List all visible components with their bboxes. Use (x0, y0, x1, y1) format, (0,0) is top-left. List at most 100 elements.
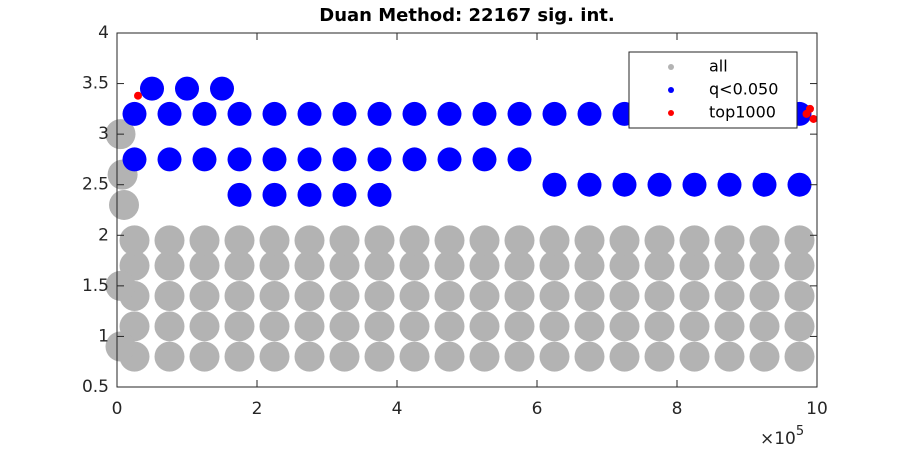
point (157, 101, 182, 126)
point (749, 311, 780, 342)
point (504, 341, 535, 372)
point (294, 311, 325, 342)
point (809, 114, 818, 123)
point (224, 311, 255, 342)
point (262, 182, 287, 207)
point (679, 225, 710, 256)
legend: all q<0.050 top1000 (628, 51, 798, 129)
point (469, 311, 500, 342)
y-tick-label: 2.5 (82, 175, 109, 195)
point (437, 101, 462, 126)
point (294, 341, 325, 372)
point (784, 311, 815, 342)
legend-marker (668, 110, 674, 116)
point (682, 172, 707, 197)
point (437, 147, 462, 172)
point (259, 250, 290, 281)
point (469, 225, 500, 256)
point (574, 341, 605, 372)
point (364, 311, 395, 342)
point (332, 182, 357, 207)
point (294, 250, 325, 281)
point (504, 250, 535, 281)
point (329, 250, 360, 281)
point (332, 147, 357, 172)
point (714, 280, 745, 311)
point (679, 280, 710, 311)
point (434, 311, 465, 342)
point (472, 147, 497, 172)
point (189, 341, 220, 372)
point (539, 280, 570, 311)
point (504, 311, 535, 342)
point (154, 311, 185, 342)
point (134, 91, 142, 100)
point (434, 250, 465, 281)
y-tick-label: 2 (98, 225, 109, 245)
point (679, 250, 710, 281)
point (224, 250, 255, 281)
point (297, 182, 322, 207)
point (227, 101, 252, 126)
point (122, 101, 147, 126)
point (574, 250, 605, 281)
x-tick-label: 4 (392, 399, 403, 419)
point (157, 147, 182, 172)
point (434, 341, 465, 372)
point (329, 280, 360, 311)
point (224, 280, 255, 311)
y-tick-label: 3.5 (82, 74, 109, 94)
point (399, 341, 430, 372)
point (612, 172, 637, 197)
point (297, 101, 322, 126)
point (679, 341, 710, 372)
point (262, 101, 287, 126)
point (644, 250, 675, 281)
point (472, 101, 497, 126)
point (294, 280, 325, 311)
legend-label: q<0.050 (709, 80, 778, 99)
point (364, 225, 395, 256)
axes-box (116, 32, 818, 388)
x-tick-label: 8 (672, 399, 683, 419)
point (402, 147, 427, 172)
point (577, 172, 602, 197)
point (507, 101, 532, 126)
point (154, 225, 185, 256)
point (399, 311, 430, 342)
point (644, 280, 675, 311)
point (119, 225, 150, 256)
point (542, 172, 567, 197)
point (717, 172, 742, 197)
point (329, 341, 360, 372)
point (539, 341, 570, 372)
x-tick-label: 6 (532, 399, 543, 419)
point (109, 189, 139, 220)
point (259, 280, 290, 311)
point (227, 147, 252, 172)
point (259, 225, 290, 256)
point (784, 250, 815, 281)
point (752, 172, 777, 197)
point (154, 280, 185, 311)
point (539, 311, 570, 342)
point (749, 280, 780, 311)
legend-marker (668, 64, 674, 70)
y-tick-label: 1 (98, 326, 109, 346)
point (154, 341, 185, 372)
point (329, 225, 360, 256)
point (609, 311, 640, 342)
point (297, 147, 322, 172)
point (647, 172, 672, 197)
point (574, 311, 605, 342)
point (434, 280, 465, 311)
x-multiplier: ×105 (760, 424, 804, 450)
point (507, 147, 532, 172)
point (784, 280, 815, 311)
point (399, 280, 430, 311)
point (784, 225, 815, 256)
point (542, 101, 567, 126)
point (399, 225, 430, 256)
point (140, 76, 164, 101)
